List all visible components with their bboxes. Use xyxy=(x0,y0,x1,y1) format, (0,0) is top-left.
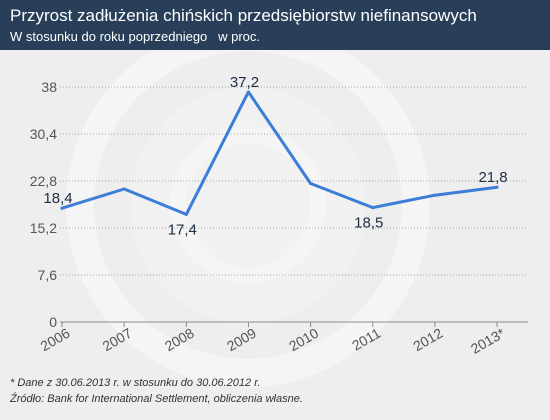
gridlines xyxy=(60,86,528,276)
y-tick-label: 7,6 xyxy=(38,267,58,283)
chart-title: Przyrost zadłużenia chińskich przedsiębi… xyxy=(10,6,477,25)
x-tick-label: 2012 xyxy=(410,325,445,355)
chart-subtitle: W stosunku do roku poprzedniego w proc. xyxy=(10,29,261,44)
data-point xyxy=(371,206,375,210)
data-label: 37,2 xyxy=(230,74,259,91)
data-point xyxy=(60,206,64,210)
x-tick-label: 2006 xyxy=(38,325,73,355)
data-point xyxy=(433,193,437,197)
data-label: 18,5 xyxy=(354,215,383,232)
footnote: * Dane z 30.06.2013 r. w stosunku do 30.… xyxy=(10,377,261,389)
x-tick-label: 2009 xyxy=(224,325,259,355)
y-tick-label: 30,4 xyxy=(30,126,57,142)
data-point xyxy=(122,187,126,191)
data-point xyxy=(495,185,499,189)
data-label: 18,4 xyxy=(43,190,72,207)
series-line xyxy=(60,90,499,216)
source-note: Źródło: Bank for International Settlemen… xyxy=(10,393,303,405)
x-axis-ticks: 2006 2007 2008 2009 2010 2011 2012 2013* xyxy=(38,322,508,357)
data-point xyxy=(184,212,188,216)
data-point xyxy=(309,181,313,185)
series: 18,4 17,4 37,2 18,5 21,8 xyxy=(43,74,507,238)
y-axis-ticks: 0 7,6 15,2 22,8 30,4 38 xyxy=(30,79,57,330)
x-tick-label: 2013* xyxy=(468,324,508,356)
data-point xyxy=(246,90,250,94)
data-label: 17,4 xyxy=(168,221,197,238)
y-tick-label: 15,2 xyxy=(30,220,57,236)
y-tick-label: 0 xyxy=(49,314,57,330)
y-tick-label: 38 xyxy=(41,79,57,95)
chart-header: Przyrost zadłużenia chińskich przedsiębi… xyxy=(0,0,550,50)
y-tick-label: 22,8 xyxy=(30,173,57,189)
data-label: 21,8 xyxy=(478,169,507,186)
